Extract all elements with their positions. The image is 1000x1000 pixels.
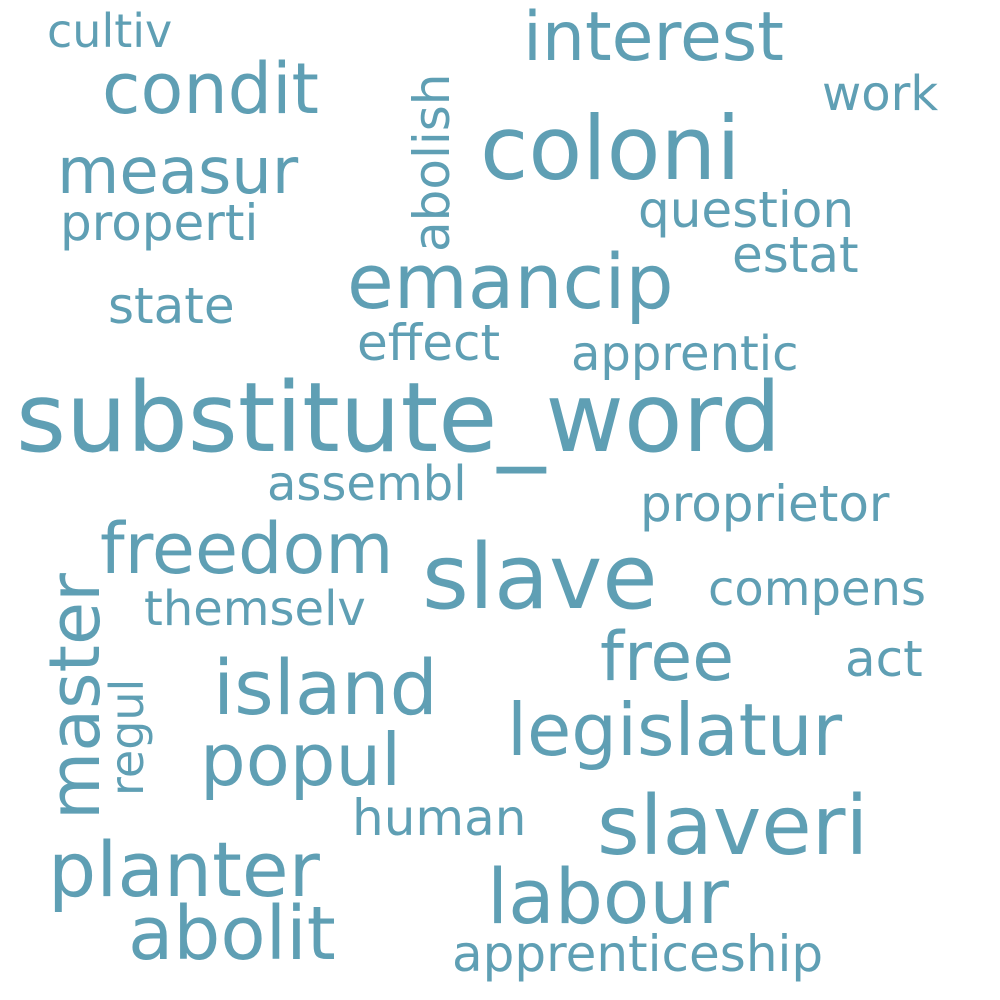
word-labour: labour	[487, 852, 729, 941]
word-state: state	[108, 277, 235, 335]
word-work: work	[822, 66, 939, 122]
word-planter: planter	[48, 825, 320, 914]
word-compens: compens	[708, 561, 926, 617]
word-condit: condit	[102, 48, 320, 130]
word-free: free	[600, 618, 735, 697]
word-apprentic: apprentic	[571, 326, 799, 382]
word-island: island	[213, 643, 438, 732]
word-question: question	[638, 181, 855, 239]
word-cultiv: cultiv	[47, 4, 173, 58]
word-proprietor: proprietor	[640, 475, 890, 533]
word-apprenticeship: apprenticeship	[452, 925, 824, 983]
word-slaveri: slaveri	[597, 779, 869, 874]
word-measur: measur	[57, 135, 299, 209]
word-popul: popul	[200, 718, 402, 802]
word-abolit: abolit	[128, 891, 336, 977]
word-substitute_word: substitute_word	[16, 362, 782, 474]
word-slave: slave	[422, 525, 658, 630]
word-act: act	[845, 630, 923, 688]
word-regul: regul	[100, 678, 154, 796]
word-emancip: emancip	[347, 237, 674, 326]
word-abolish: abolish	[403, 73, 461, 253]
word-human: human	[352, 789, 527, 847]
word-assembl: assembl	[267, 456, 467, 512]
word-coloni: coloni	[480, 97, 741, 200]
word-freedom: freedom	[100, 508, 394, 590]
word-effect: effect	[357, 314, 501, 372]
word-themselv: themselv	[144, 581, 366, 637]
word-estat: estat	[732, 226, 859, 284]
word-properti: properti	[60, 194, 259, 252]
word-interest: interest	[523, 0, 784, 77]
word-legislatur: legislatur	[507, 688, 843, 772]
